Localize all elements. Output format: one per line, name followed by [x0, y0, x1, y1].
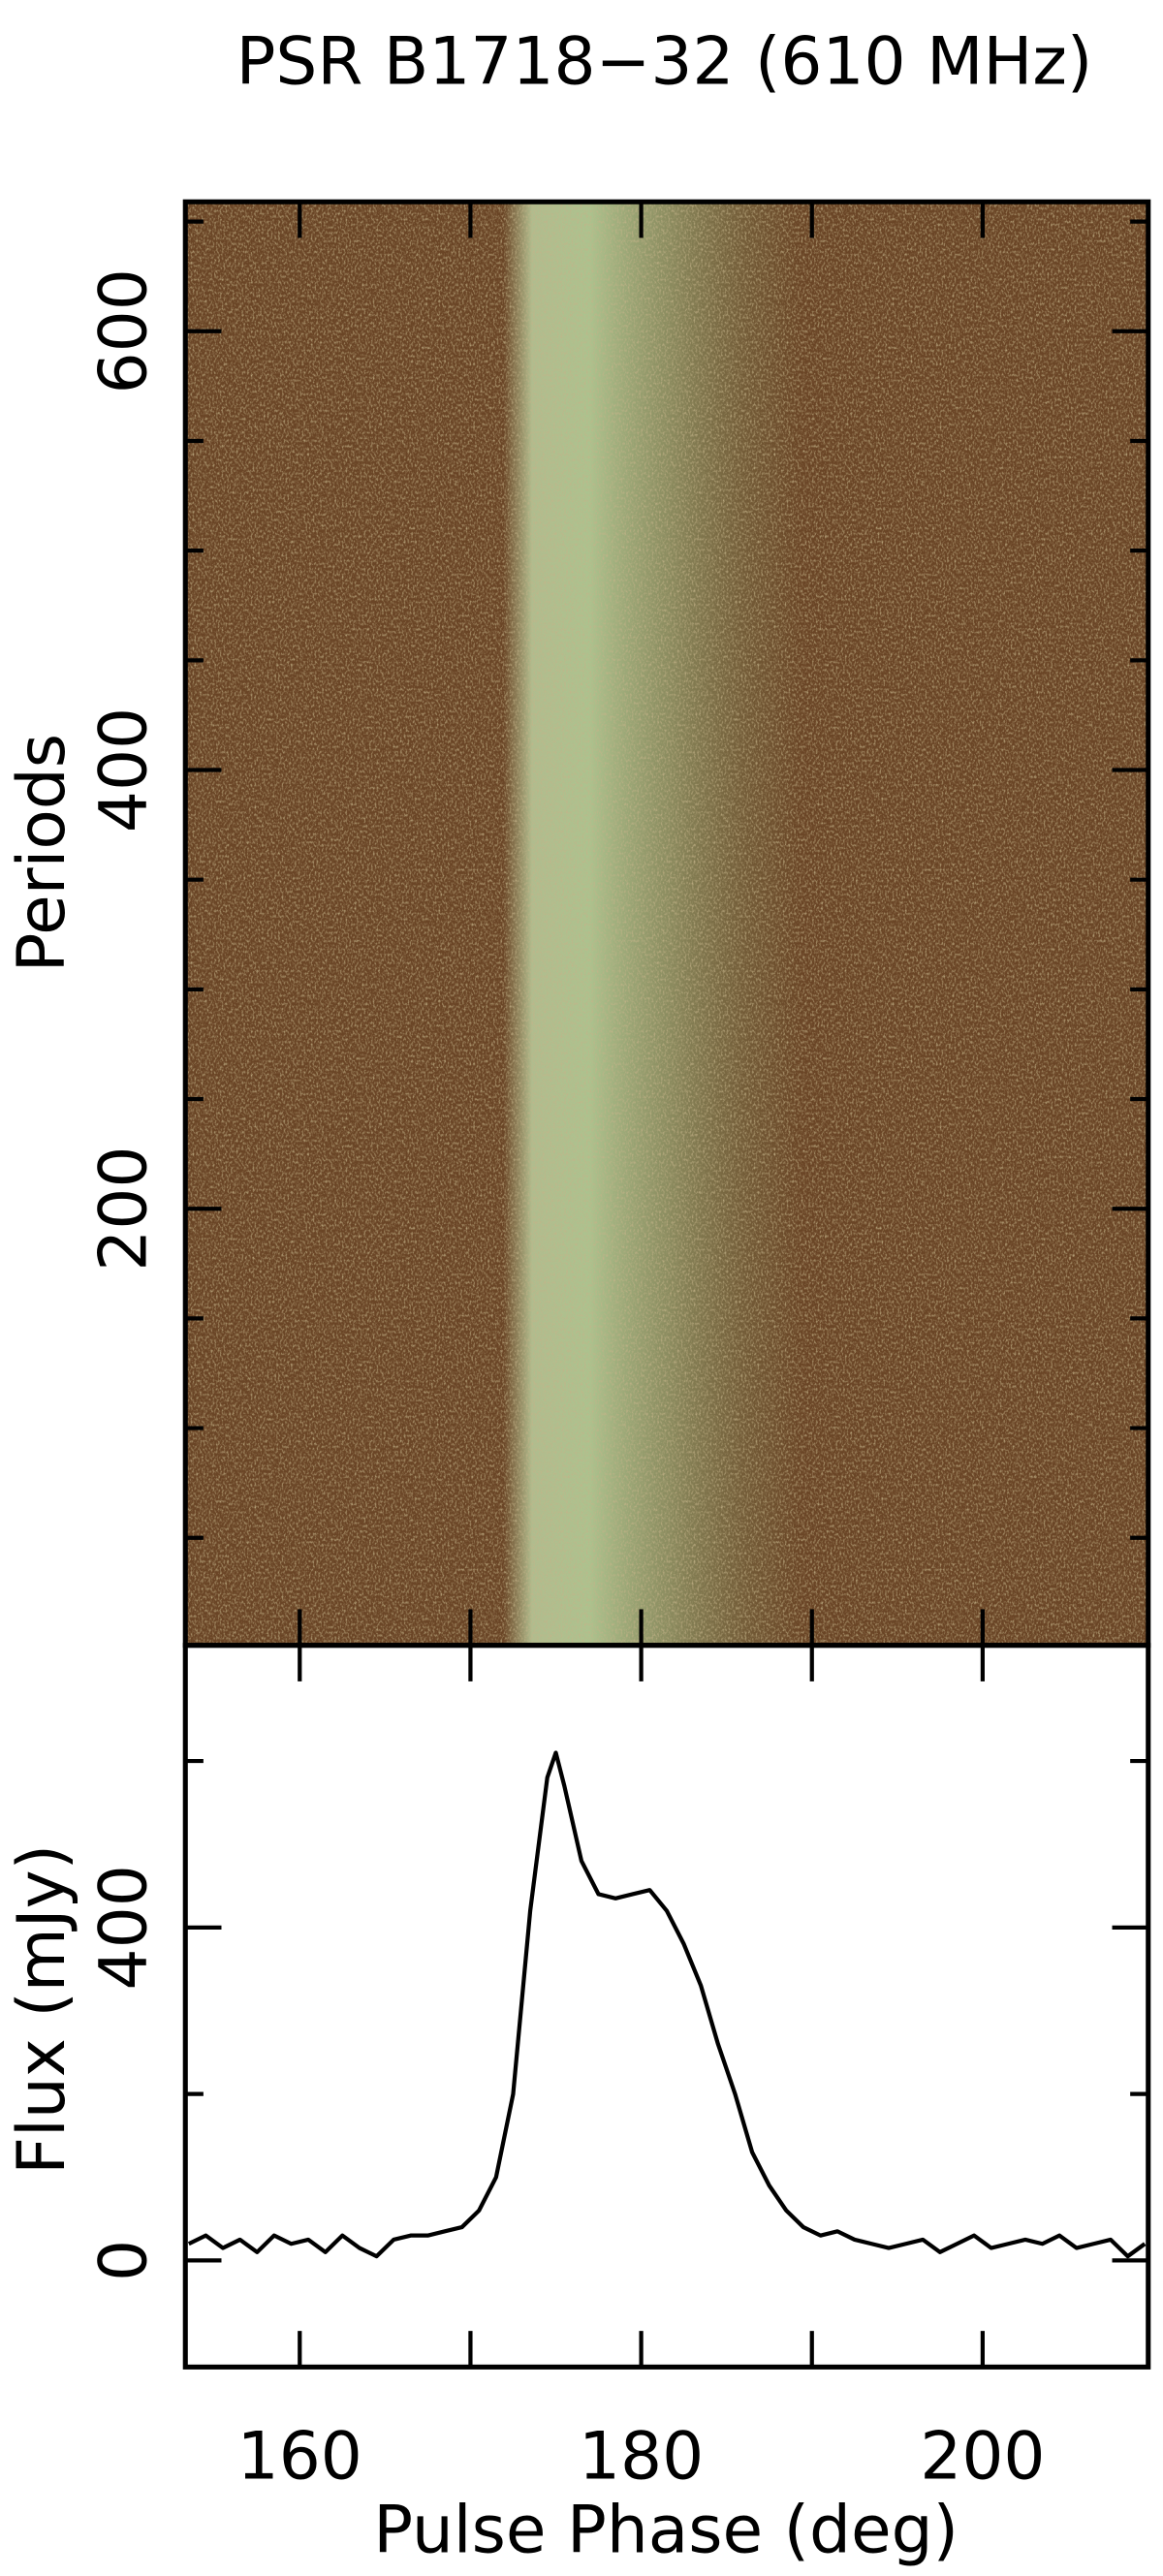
x-tick-label: 160 — [237, 2417, 362, 2494]
heatmap-noise — [185, 202, 1148, 1646]
profile-line — [187, 1750, 1147, 2259]
y-tick-label: 600 — [85, 268, 162, 393]
x-axis-label: Pulse Phase (deg) — [373, 2492, 959, 2568]
y-tick-label: 400 — [85, 1865, 162, 1990]
y-tick-label: 200 — [85, 1147, 162, 1272]
y-axis-label: Flux (mJy) — [3, 1844, 79, 2175]
plot-frame — [182, 1643, 1151, 2370]
x-tick-label: 200 — [920, 2417, 1045, 2494]
y-tick-label: 0 — [85, 2240, 162, 2281]
chart-title: PSR B1718−32 (610 MHz) — [236, 22, 1093, 99]
y-axis-label: Periods — [3, 734, 79, 972]
x-tick-label: 180 — [579, 2417, 704, 2494]
y-tick-label: 400 — [85, 707, 162, 832]
